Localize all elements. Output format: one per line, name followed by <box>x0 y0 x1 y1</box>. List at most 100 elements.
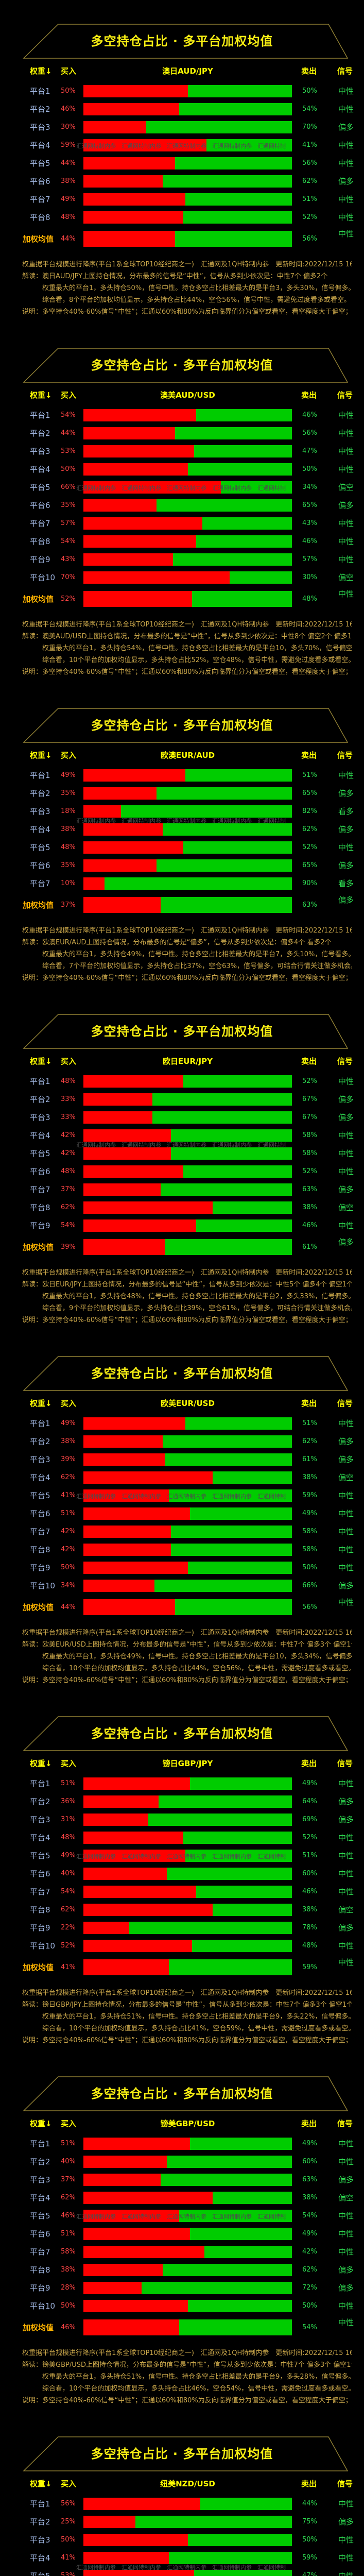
sell-percent: 34% <box>302 483 317 491</box>
sell-percent: 50% <box>302 465 317 473</box>
short-bar <box>152 1111 292 1124</box>
note-line: 解读：澳日AUD/JPY上图持仓情况，分布最多的信号是“中性”，信号从多到少依次… <box>22 273 328 280</box>
col-buy-header: 买入 <box>61 750 77 760</box>
platform-row: 平台6 40% 60% 中性 <box>0 1865 364 1883</box>
short-bar <box>156 787 292 800</box>
long-bar <box>83 427 176 439</box>
platform-row: 平台3 18% 82% 看多 <box>0 802 364 820</box>
signal-label: 偏多 <box>338 2283 354 2293</box>
col-sell-header: 卖出 <box>301 2119 317 2128</box>
pair-section: 多空持仓占比 · 多平台加权均值 权重↓ 买入 欧澳EUR/AUD 卖出 信号 … <box>0 697 364 1003</box>
buy-percent: 42% <box>61 1149 76 1157</box>
long-bar <box>83 2155 167 2168</box>
short-bar <box>213 2191 292 2204</box>
position-bar <box>83 211 292 224</box>
long-bar <box>83 1219 196 1232</box>
weighted-average-row: 加权均值 41% 59% 中性 <box>0 1957 364 1977</box>
long-bar <box>83 481 221 494</box>
buy-percent: 62% <box>61 2194 76 2201</box>
sell-percent: 52% <box>302 1834 317 1841</box>
sell-percent: 65% <box>302 861 317 869</box>
platform-row: 平台10 50% 50% 中性 <box>0 2297 364 2315</box>
sell-percent: 63% <box>302 901 317 909</box>
note-line: 说明：多空持仓40%-60%信号“中性”；汇通以60%和80%为反向临界值分为偏… <box>22 974 352 982</box>
buy-percent: 52% <box>61 595 76 603</box>
platform-row: 平台7 10% 90% 看多 <box>0 874 364 892</box>
platform-label: 平台2 <box>30 2517 50 2527</box>
short-bar <box>185 769 292 782</box>
platform-row: 平台9 28% 72% 偏多 <box>0 2279 364 2297</box>
position-bar <box>83 1599 292 1615</box>
col-buy-header: 买入 <box>61 1056 77 1066</box>
position-bar <box>83 175 292 188</box>
platform-row: 平台4 62% 38% 偏空 <box>0 2189 364 2207</box>
long-bar <box>83 157 176 170</box>
platform-row: 平台2 40% 60% 中性 <box>0 2153 364 2171</box>
title-trapezoid-border <box>23 1014 349 1049</box>
short-bar <box>204 2245 292 2258</box>
platform-label: 平台8 <box>30 1905 50 1914</box>
pair-section: 多空持仓占比 · 多平台加权均值 权重↓ 买入 欧美EUR/USD 卖出 信号 … <box>0 1345 364 1705</box>
platform-label: 平台1 <box>30 2139 50 2148</box>
position-bar <box>83 2191 292 2204</box>
watermark: 汇通网特制内参 汇通网特制内参 汇通网特制内参 汇通网特制内参 汇通网特制 <box>76 142 286 149</box>
short-bar <box>213 1903 292 1916</box>
buy-percent: 42% <box>61 1528 76 1535</box>
platform-row: 平台10 52% 48% 中性 <box>0 1937 364 1955</box>
short-bar <box>158 1795 292 1808</box>
platform-row: 平台7 49% 51% 中性 <box>0 190 364 208</box>
short-bar <box>185 193 292 206</box>
position-bar <box>83 1453 292 1466</box>
long-bar <box>83 2299 188 2312</box>
note-line: 解读：欧日EUR/JPY上图持仓情况，分布最多的信号是“中性”，信号从多到少依次… <box>22 1281 352 1289</box>
short-bar <box>194 2569 292 2576</box>
sell-percent: 49% <box>302 2230 317 2238</box>
sell-percent: 50% <box>302 2302 317 2310</box>
short-bar <box>104 877 292 890</box>
long-bar <box>83 1831 184 1844</box>
platform-label: 平台7 <box>30 1185 50 1194</box>
position-bar <box>83 1939 292 1952</box>
sell-percent: 52% <box>302 213 317 221</box>
platform-row: 平台4 62% 38% 偏空 <box>0 1468 364 1486</box>
long-bar <box>83 2263 163 2276</box>
pair-section: 多空持仓占比 · 多平台加权均值 权重↓ 买入 澳日AUD/JPY 卖出 信号 … <box>0 12 364 336</box>
short-bar <box>154 1579 292 1592</box>
buy-percent: 54% <box>61 1222 76 1229</box>
platform-label: 平台2 <box>30 429 50 438</box>
long-bar <box>83 1795 159 1808</box>
position-bar <box>83 427 292 439</box>
long-bar <box>83 2551 169 2564</box>
long-bar <box>83 1453 165 1466</box>
buy-percent: 35% <box>61 501 76 509</box>
pair-section: 多空持仓占比 · 多平台加权均值 权重↓ 买入 欧日EUR/JPY 卖出 信号 … <box>0 1003 364 1345</box>
sell-percent: 64% <box>302 1798 317 1805</box>
position-bar <box>83 1543 292 1556</box>
short-bar <box>160 896 292 913</box>
signal-label: 偏多 <box>338 895 354 905</box>
buy-percent: 48% <box>61 1077 76 1085</box>
buy-percent: 38% <box>61 1437 76 1445</box>
sell-percent: 38% <box>302 1906 317 1913</box>
buy-percent: 49% <box>61 1852 76 1859</box>
short-bar <box>169 2551 292 2564</box>
pair-name: 欧美EUR/USD <box>161 1398 215 1408</box>
section-title: 多空持仓占比 · 多平台加权均值 <box>91 358 273 372</box>
platform-row: 平台4 42% 58% 中性 <box>0 1126 364 1144</box>
short-bar <box>192 590 292 607</box>
position-bar <box>83 1831 292 1844</box>
note-line: 解读：欧澳EUR/AUD上图持仓情况，分布最多的信号是“偏多”，信号从多到少依次… <box>22 939 332 946</box>
note-line: 权重最大的平台1，多头持仓49%，信号中性。持仓多空占比相差最大的是平台7，多头… <box>22 951 352 958</box>
buy-percent: 25% <box>61 2518 76 2526</box>
note-line: 综合看，10个平台的加权均值显示，多头持仓占比46%，空仓54%，信号中性，需避… <box>22 2385 352 2393</box>
watermark: 汇通网特制内参 汇通网特制内参 汇通网特制内参 汇通网特制内参 汇通网特制 <box>76 484 286 492</box>
platform-label: 平台2 <box>30 1797 50 1806</box>
notes: 权重据平台规模进行降序(平台1系全球TOP10经纪商之一) 汇通网及1QH特制内… <box>22 2347 352 2406</box>
sell-percent: 58% <box>302 1131 317 1139</box>
short-bar <box>200 2497 292 2510</box>
watermark: 汇通网特制内参 汇通网特制内参 汇通网特制内参 汇通网特制内参 汇通网特制 <box>76 2213 286 2220</box>
long-bar <box>83 571 230 584</box>
platform-label: 平台10 <box>30 1941 56 1951</box>
section-title-banner: 多空持仓占比 · 多平台加权均值 <box>0 1345 364 1391</box>
note-line: 说明：多空持仓40%-60%信号“中性”；汇通以60%和80%为反向临界值分为偏… <box>22 2397 352 2404</box>
